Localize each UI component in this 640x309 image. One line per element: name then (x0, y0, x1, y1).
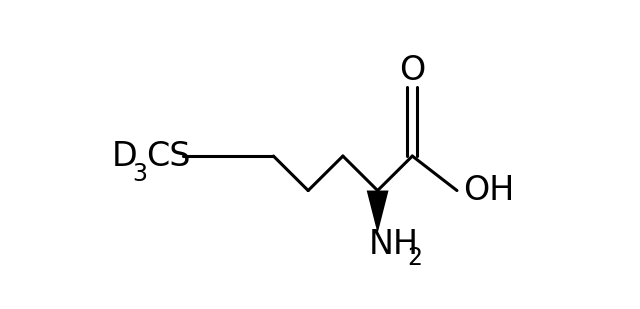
Polygon shape (367, 191, 388, 233)
Text: OH: OH (463, 174, 514, 207)
Text: D: D (112, 140, 138, 172)
Text: CS: CS (146, 140, 191, 172)
Text: NH: NH (369, 228, 419, 260)
Text: 3: 3 (132, 162, 147, 186)
Text: 2: 2 (407, 246, 422, 270)
Text: O: O (399, 54, 426, 87)
